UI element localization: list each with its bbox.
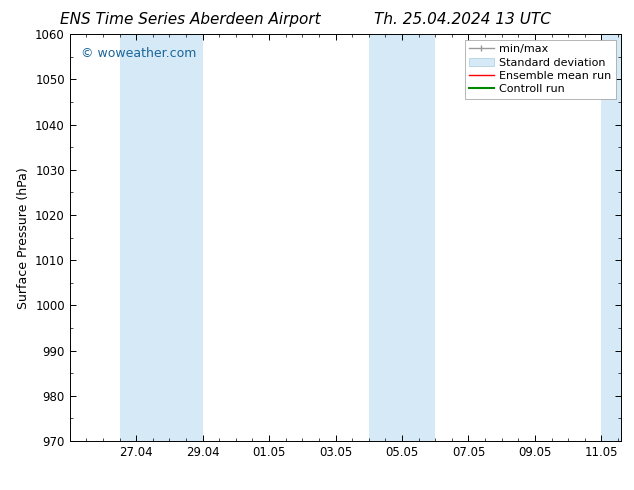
Bar xyxy=(369,34,436,441)
Text: ENS Time Series Aberdeen Airport: ENS Time Series Aberdeen Airport xyxy=(60,12,321,27)
Bar xyxy=(602,34,621,441)
Legend: min/max, Standard deviation, Ensemble mean run, Controll run: min/max, Standard deviation, Ensemble me… xyxy=(465,40,616,99)
Text: © woweather.com: © woweather.com xyxy=(81,47,196,59)
Bar xyxy=(120,34,203,441)
Text: Th. 25.04.2024 13 UTC: Th. 25.04.2024 13 UTC xyxy=(375,12,551,27)
Y-axis label: Surface Pressure (hPa): Surface Pressure (hPa) xyxy=(16,167,30,309)
